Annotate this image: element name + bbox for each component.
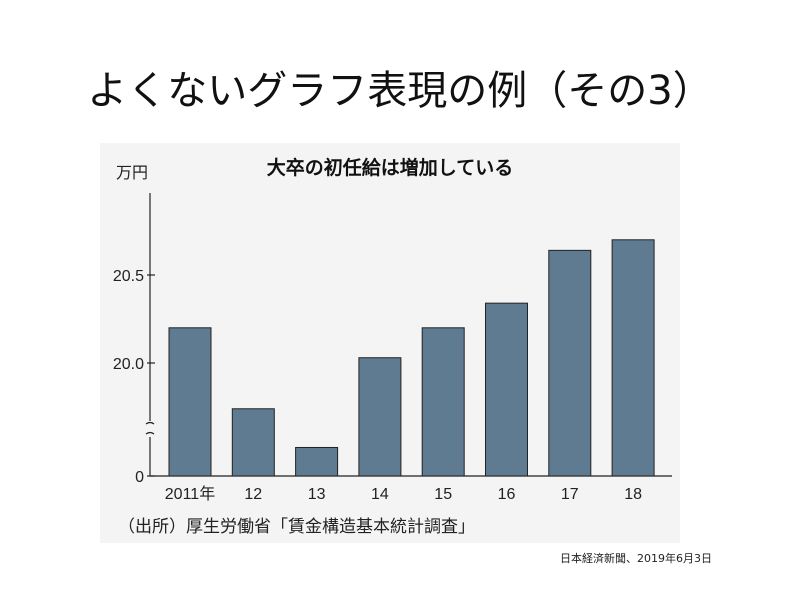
x-tick-label: 17 (561, 486, 579, 503)
bar-13 (295, 446, 339, 477)
axis-break-mark (145, 431, 155, 435)
x-tick-label: 2011年 (165, 485, 215, 503)
x-tick-label: 14 (371, 486, 389, 503)
bar-15 (421, 327, 465, 477)
axis-break-mark (145, 421, 155, 425)
slide-title: よくないグラフ表現の例（その3） (87, 68, 713, 114)
bar-2011年 (168, 327, 212, 477)
x-tick-label: 15 (434, 486, 452, 503)
chart-title: 大卒の初任給は増加している (267, 156, 513, 179)
bar-17 (548, 249, 592, 477)
bar-12 (231, 408, 275, 477)
chart-panel: 0 20.0 20.5 万円 大卒の初任給は増加している 2011年 12 13 14 15 16 1… (100, 143, 680, 543)
source-note: （出所）厚生労働省「賃金構造基本統計調査」 (118, 517, 475, 537)
x-tick-label: 18 (624, 486, 642, 503)
y-axis-unit: 万円 (116, 163, 148, 182)
bar-14 (358, 357, 402, 477)
y-tick-label: 20.5 (113, 268, 144, 285)
y-tick-label: 0 (135, 469, 144, 486)
bar-16 (485, 302, 528, 477)
bar-chart: 0 20.0 20.5 万円 大卒の初任給は増加している 2011年 12 13 14 15 16 1… (113, 156, 672, 503)
citation: 日本経済新聞、2019年6月3日 (560, 552, 712, 565)
x-tick-label: 16 (498, 486, 516, 503)
x-tick-label: 12 (244, 486, 262, 503)
x-tick-label: 13 (308, 486, 326, 503)
y-tick-label: 20.0 (113, 356, 144, 373)
bar-18 (611, 239, 655, 477)
axis-break-gap (142, 423, 156, 435)
